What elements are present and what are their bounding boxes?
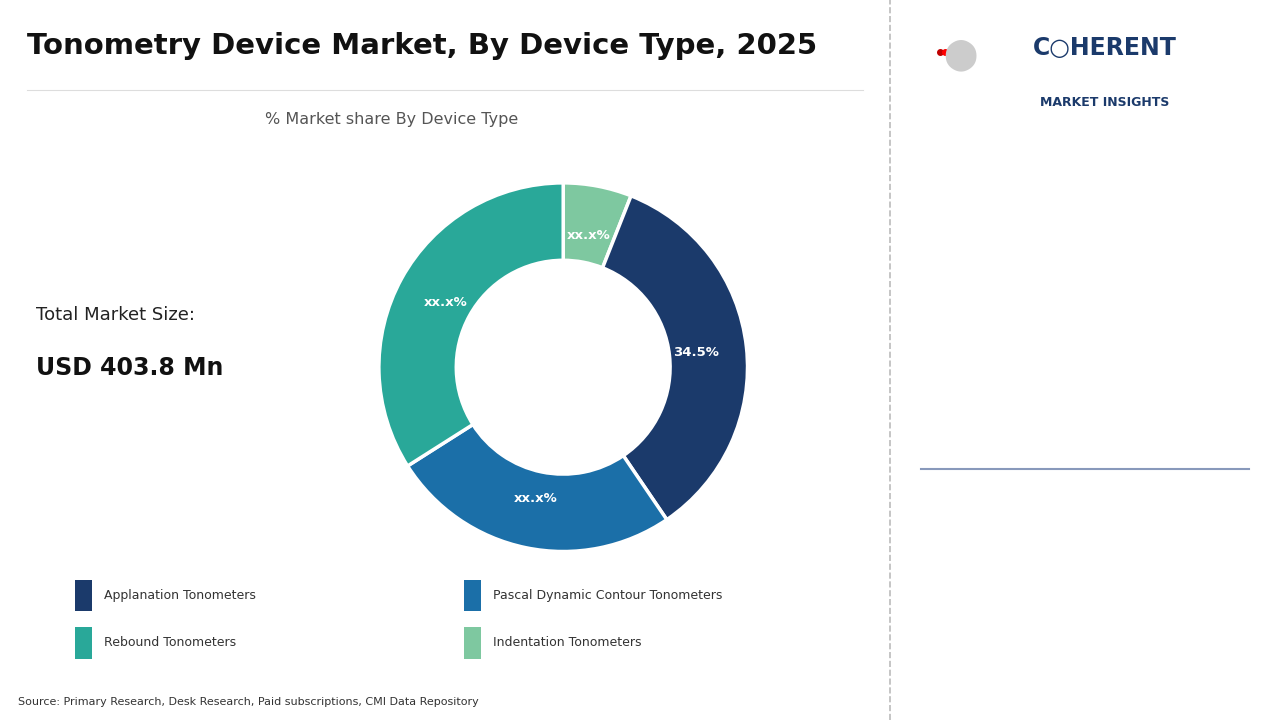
Text: Applanation Tonometers: Applanation Tonometers <box>105 589 256 602</box>
Text: 34.5%: 34.5% <box>928 207 1073 249</box>
Text: Source: Primary Research, Desk Research, Paid subscriptions, CMI Data Repository: Source: Primary Research, Desk Research,… <box>18 697 479 707</box>
Text: % Market share By Device Type: % Market share By Device Type <box>265 112 518 127</box>
Text: MARKET INSIGHTS: MARKET INSIGHTS <box>1039 96 1169 109</box>
Text: Device Type - Estimated
Market Revenue Share,
2025: Device Type - Estimated Market Revenue S… <box>928 335 1106 385</box>
Wedge shape <box>603 196 748 520</box>
Text: Rebound Tonometers: Rebound Tonometers <box>105 636 237 649</box>
Bar <box>76 580 92 611</box>
Text: 34.5%: 34.5% <box>673 346 719 359</box>
Text: xx.x%: xx.x% <box>566 230 611 243</box>
Bar <box>76 627 92 659</box>
Text: C○HERENT: C○HERENT <box>1033 36 1176 60</box>
Text: Total Market Size:: Total Market Size: <box>36 306 195 324</box>
Wedge shape <box>379 183 563 466</box>
Text: Tonometry
Device Market: Tonometry Device Market <box>928 498 1098 550</box>
Text: Indentation Tonometers: Indentation Tonometers <box>493 636 641 649</box>
Text: xx.x%: xx.x% <box>424 297 468 310</box>
Text: Tonometry Device Market, By Device Type, 2025: Tonometry Device Market, By Device Type,… <box>27 32 817 60</box>
Text: Applanation Tonometers: Applanation Tonometers <box>928 289 1132 303</box>
Bar <box>463 580 481 611</box>
Text: USD 403.8 Mn: USD 403.8 Mn <box>36 356 223 380</box>
Wedge shape <box>407 425 667 552</box>
Text: Pascal Dynamic Contour Tonometers: Pascal Dynamic Contour Tonometers <box>493 589 723 602</box>
Wedge shape <box>563 183 631 268</box>
Bar <box>463 627 481 659</box>
Text: ⬤: ⬤ <box>943 39 977 71</box>
Text: xx.x%: xx.x% <box>515 492 558 505</box>
